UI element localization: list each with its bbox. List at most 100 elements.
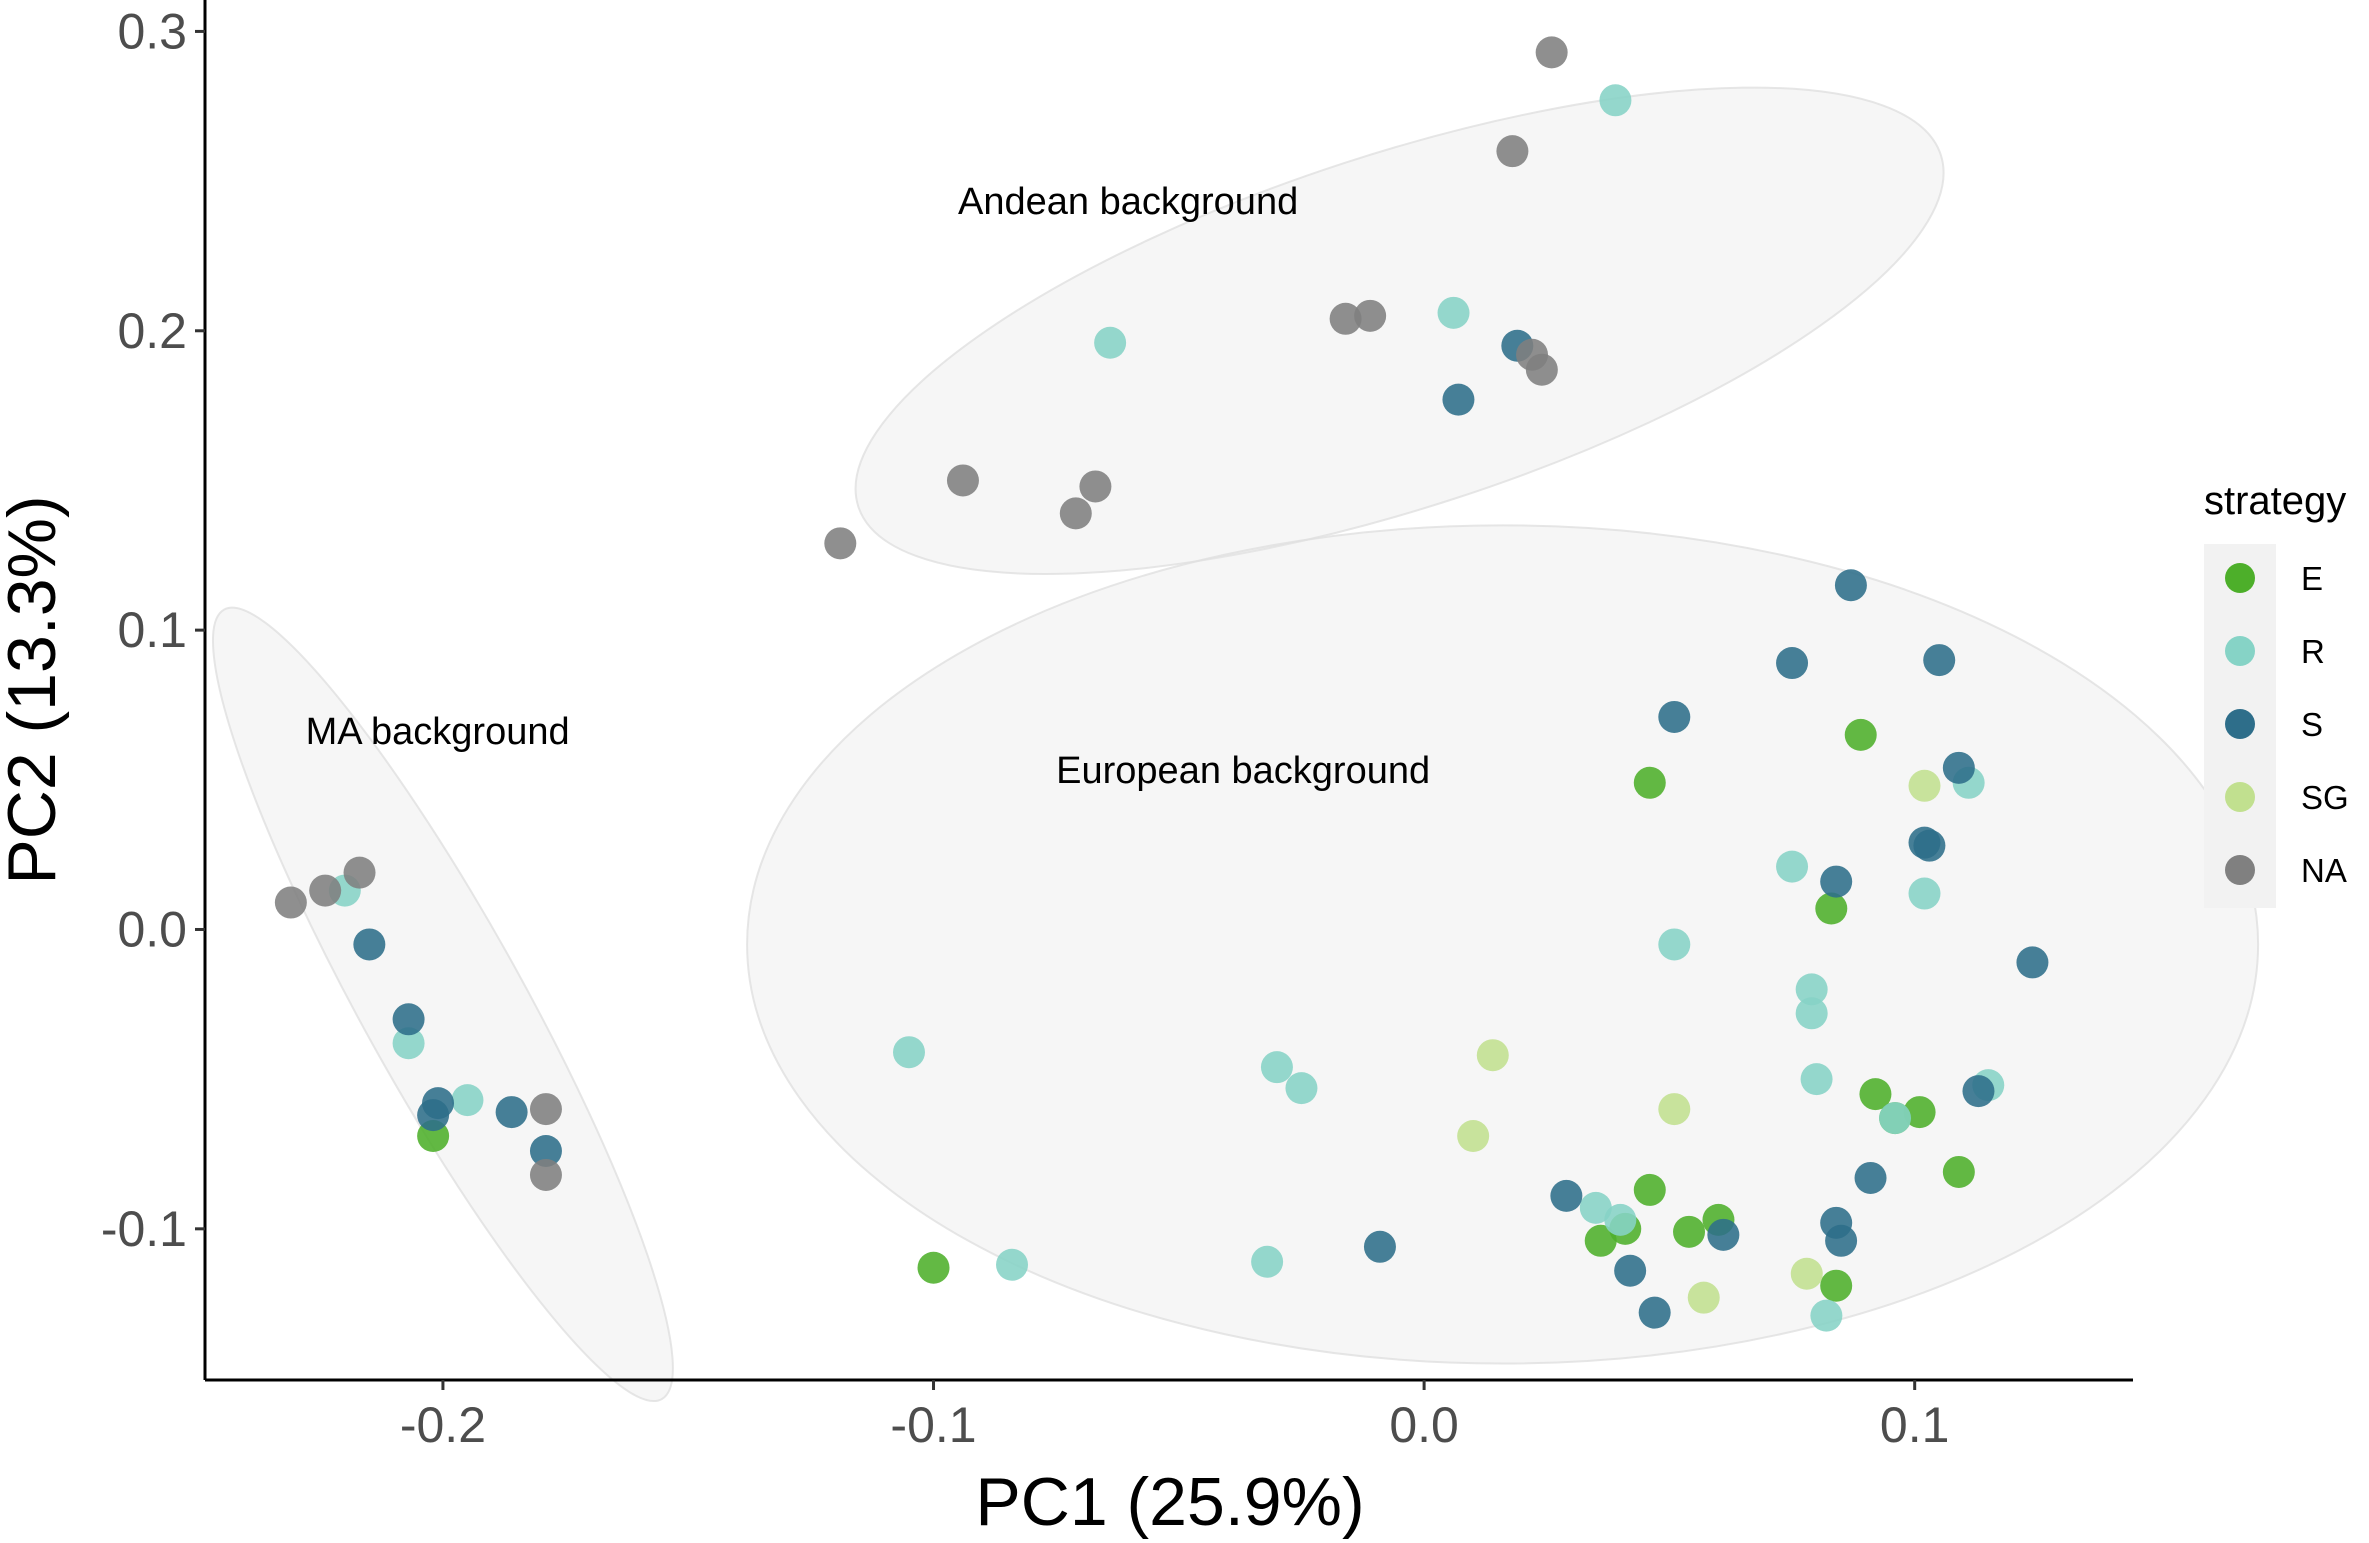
point-sg-1: [1476, 1039, 1509, 1072]
point-s-17: [1825, 1224, 1858, 1257]
point-r-2: [451, 1084, 484, 1117]
point-s-3: [417, 1099, 450, 1132]
y-tick-label-3: 0.2: [117, 303, 187, 359]
point-s-18: [1834, 569, 1867, 602]
point-s-19: [1854, 1161, 1887, 1194]
points-layer: [274, 36, 2049, 1332]
point-sg-4: [1790, 1257, 1823, 1290]
point-e-6: [1673, 1215, 1706, 1248]
legend-title: strategy: [2204, 479, 2346, 523]
x-tick-label-3: 0.1: [1880, 1397, 1950, 1453]
point-r-15: [1795, 973, 1828, 1006]
y-tick-label-4: 0.3: [117, 3, 187, 59]
point-r-16: [1795, 997, 1828, 1030]
point-r-5: [1094, 326, 1127, 359]
point-na-2: [343, 856, 376, 889]
point-r-13: [1658, 928, 1691, 961]
point-s-5: [529, 1134, 562, 1167]
point-r-18: [1810, 1299, 1843, 1332]
legend-key-r: [2225, 636, 2255, 666]
point-e-13: [1903, 1096, 1936, 1129]
legend-key-na: [2225, 855, 2255, 885]
ticks-layer: -0.2 -0.1 0.0 0.1 -0.1 0.0 0.1 0.2 0.3: [101, 3, 1950, 1453]
point-e-4: [1633, 1173, 1666, 1206]
point-r-20: [1908, 877, 1941, 910]
point-na-4: [529, 1158, 562, 1191]
ellipse-andean-background: [854, 86, 1945, 575]
point-na-8: [1079, 470, 1112, 503]
point-sg-3: [1687, 1281, 1720, 1314]
point-na-6: [946, 464, 979, 497]
point-s-23: [1942, 751, 1975, 784]
point-s-15: [1820, 865, 1853, 898]
point-e-5: [1633, 766, 1666, 799]
annotations-layer: Andean background European background MA b…: [306, 181, 1431, 792]
x-tick-label-0: -0.2: [400, 1397, 486, 1453]
point-s-11: [1638, 1296, 1671, 1329]
point-s-13: [1707, 1218, 1740, 1251]
point-na-0: [274, 886, 307, 919]
point-na-13: [1525, 353, 1558, 386]
point-r-3: [892, 1036, 925, 1069]
point-s-6: [1363, 1230, 1396, 1263]
point-na-5: [824, 527, 857, 560]
ellipse-ma-background: [211, 606, 674, 1403]
point-r-6: [1260, 1051, 1293, 1084]
point-s-24: [1962, 1075, 1995, 1108]
point-r-1: [392, 1027, 425, 1060]
point-e-2: [1584, 1224, 1617, 1257]
point-na-14: [1535, 36, 1568, 69]
y-axis-title: PC2 (13.3%): [0, 495, 70, 884]
annotation-andean-background: Andean background: [958, 181, 1298, 223]
point-na-3: [529, 1093, 562, 1126]
point-s-0: [353, 928, 386, 961]
point-e-1: [917, 1251, 950, 1284]
x-axis-title: PC1 (25.9%): [975, 1464, 1364, 1540]
point-r-19: [1879, 1102, 1912, 1135]
legend-key-s: [2225, 709, 2255, 739]
point-r-9: [1437, 296, 1470, 329]
point-s-22: [1923, 644, 1956, 677]
point-na-10: [1354, 299, 1387, 332]
y-tick-label-0: -0.1: [101, 1201, 187, 1257]
y-tick-label-2: 0.1: [117, 602, 187, 658]
point-na-9: [1329, 302, 1362, 335]
point-s-4: [495, 1096, 528, 1129]
y-tick-label-1: 0.0: [117, 901, 187, 957]
point-s-12: [1658, 700, 1691, 733]
point-s-1: [392, 1003, 425, 1036]
point-r-10: [1579, 1191, 1612, 1224]
point-r-11: [1604, 1203, 1637, 1236]
point-na-11: [1496, 135, 1529, 168]
point-r-4: [996, 1248, 1029, 1281]
point-s-25: [2016, 946, 2049, 979]
point-s-9: [1550, 1179, 1583, 1212]
x-tick-label-1: -0.1: [890, 1397, 976, 1453]
point-r-12: [1599, 84, 1632, 117]
point-r-7: [1285, 1072, 1318, 1105]
point-e-9: [1820, 1269, 1853, 1302]
point-e-14: [1942, 1155, 1975, 1188]
legend: strategy ERS SG NA: [2204, 479, 2349, 908]
point-s-14: [1776, 647, 1809, 680]
point-na-7: [1059, 497, 1092, 530]
legend-label-e: E: [2301, 560, 2323, 597]
legend-key-e: [2225, 563, 2255, 593]
point-r-14: [1776, 850, 1809, 883]
annotation-european-background: European background: [1056, 750, 1430, 792]
point-sg-2: [1658, 1093, 1691, 1126]
point-e-8: [1815, 892, 1848, 925]
point-s-7: [1442, 383, 1475, 416]
ellipses-layer: [211, 86, 2260, 1403]
legend-label-r: R: [2301, 633, 2325, 670]
legend-label-na: NA: [2301, 852, 2347, 889]
point-r-17: [1800, 1063, 1833, 1096]
point-sg-0: [1457, 1120, 1490, 1153]
point-r-8: [1251, 1245, 1284, 1278]
ellipse-european-background: [746, 524, 2260, 1365]
annotation-ma-background: MA background: [306, 711, 570, 753]
legend-label-s: S: [2301, 706, 2323, 743]
axes-layer: [203, 0, 2133, 1382]
point-s-10: [1614, 1254, 1647, 1287]
